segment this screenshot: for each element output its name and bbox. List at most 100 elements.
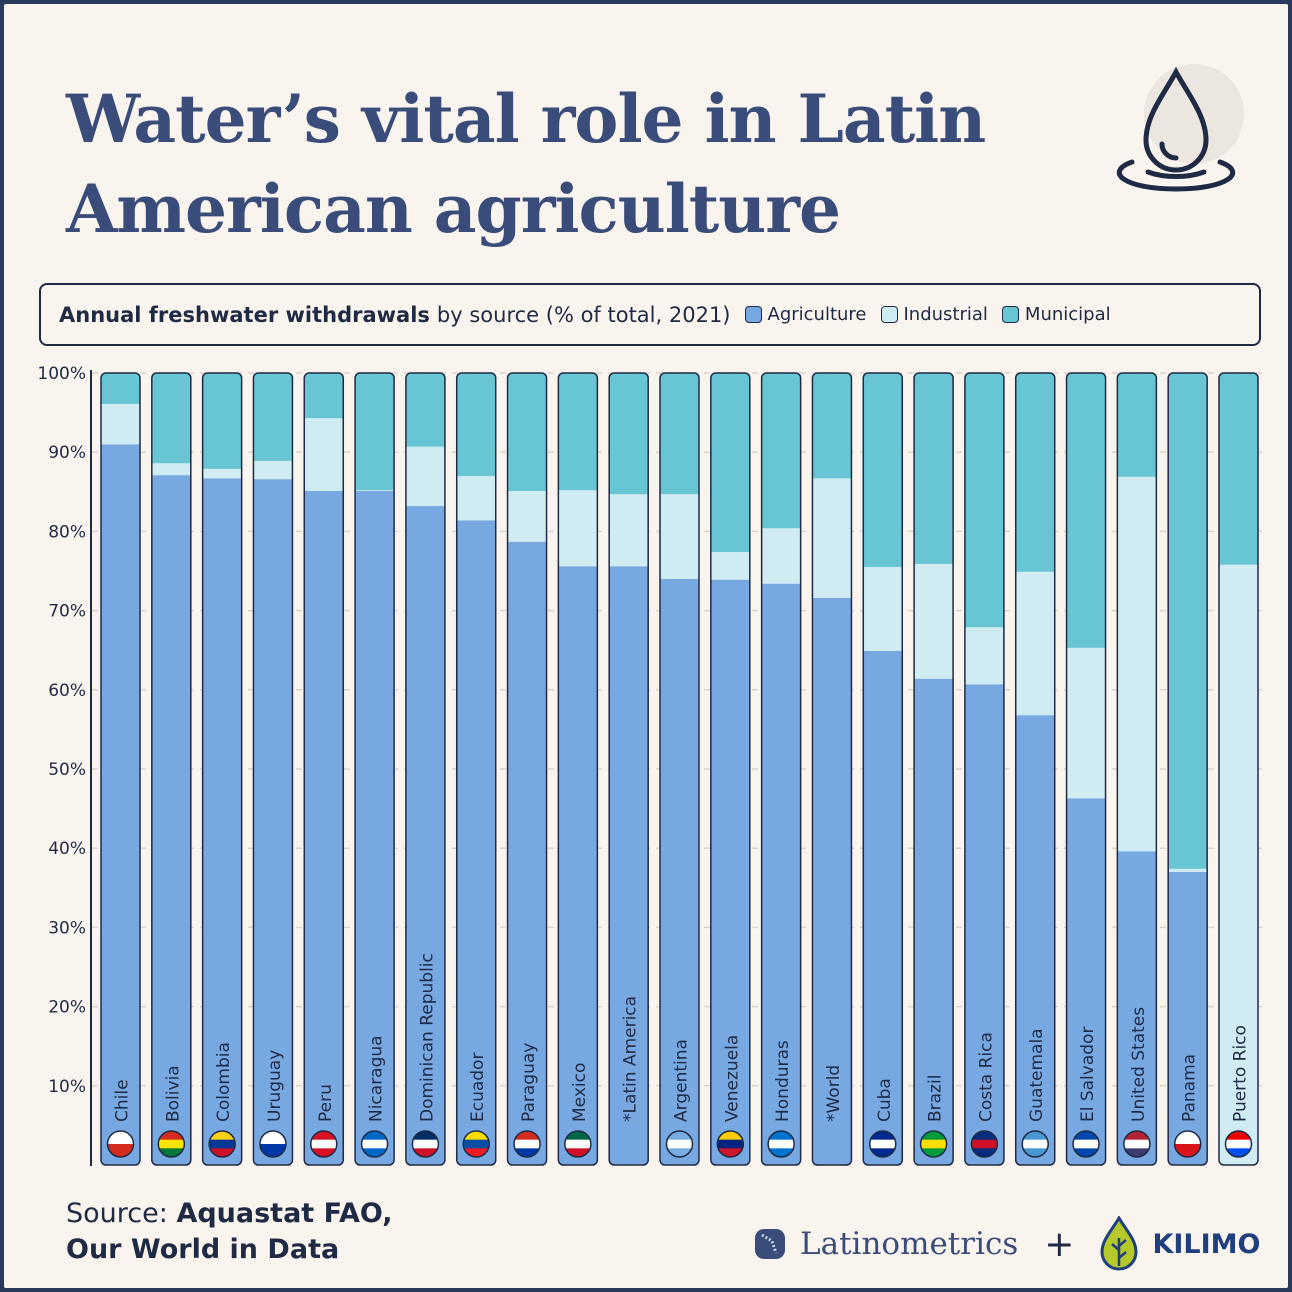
y-tick-label: 50% — [48, 760, 86, 780]
bar-segment-agriculture — [304, 491, 344, 1165]
bar-segment-industrial — [660, 494, 699, 579]
bar-outline — [354, 372, 395, 1166]
category-label: Panama — [1180, 1054, 1200, 1122]
bar-segment-agriculture — [1117, 851, 1157, 1165]
bar-segment-industrial — [405, 446, 445, 507]
bar-segment-agriculture — [405, 506, 445, 1165]
legend-item-agriculture: Agriculture — [744, 304, 867, 325]
kilimo-logo-icon — [1100, 1216, 1138, 1271]
bar-segment-municipal — [405, 373, 445, 447]
category-label: Guatemala — [1027, 1028, 1047, 1122]
bar-segment-municipal — [609, 373, 649, 495]
bar-outline — [862, 372, 904, 1166]
category-label: Paraguay — [519, 1043, 539, 1122]
legend-title-bold: Annual freshwater withdrawals — [59, 302, 430, 327]
bar-outline — [913, 372, 954, 1166]
bar-segment-industrial — [1066, 647, 1106, 799]
flag-icon — [1123, 1131, 1150, 1157]
source-note: Source: Aquastat FAO, Our World in Data — [66, 1196, 392, 1268]
bar-segment-agriculture — [202, 478, 242, 1165]
category-label: Nicaragua — [367, 1035, 387, 1122]
bar-nicaragua: Nicaragua — [354, 372, 395, 1166]
flag-icon — [412, 1131, 439, 1157]
bar-segment-municipal — [914, 373, 954, 564]
bar-el-salvador: El Salvador — [1065, 372, 1107, 1166]
bar-outline — [151, 372, 192, 1166]
category-label: Puerto Rico — [1231, 1025, 1251, 1122]
y-tick-label: 30% — [48, 918, 86, 938]
category-label: Ecuador — [468, 1053, 488, 1122]
bar-segment-municipal — [863, 373, 903, 568]
bar-outline — [303, 372, 345, 1166]
bar-segment-agriculture — [1015, 715, 1055, 1165]
bar-segment-industrial — [456, 475, 496, 521]
bar-outline — [1218, 372, 1259, 1166]
flag-icon — [920, 1131, 947, 1157]
bar-segment-municipal — [456, 373, 496, 476]
legend-item-municipal: Municipal — [1001, 304, 1111, 325]
category-label: *Latin America — [621, 996, 641, 1122]
bar-segment-agriculture — [558, 566, 598, 1165]
bar-panama: Panama — [1167, 372, 1208, 1166]
bar-segment-industrial — [253, 460, 293, 480]
y-tick-label: 20% — [48, 998, 86, 1018]
bar-dominican-republic: Dominican Republic — [405, 372, 446, 1166]
category-label: Honduras — [773, 1040, 793, 1122]
bar-segment-agriculture — [863, 650, 903, 1165]
bar-segment-agriculture — [761, 583, 801, 1165]
source-label: Source: — [66, 1198, 168, 1229]
bar-outline — [760, 372, 802, 1166]
bar-segment-agriculture — [151, 475, 191, 1165]
category-label: Bolivia — [163, 1065, 183, 1122]
category-label: *World — [824, 1065, 844, 1122]
water-drop-icon — [1116, 64, 1244, 192]
category-label: Chile — [113, 1079, 133, 1122]
bar-segment-municipal — [558, 373, 598, 491]
legend-label: Municipal — [1024, 304, 1111, 325]
bar-mexico: Mexico — [557, 372, 599, 1166]
bar-segment-industrial — [507, 491, 547, 542]
bar-segment-municipal — [1117, 373, 1157, 477]
bar-segment-municipal — [202, 373, 242, 469]
y-tick-label: 80% — [48, 522, 86, 542]
flag-icon — [971, 1131, 998, 1157]
bar-segment-industrial — [1015, 571, 1055, 716]
bar-segment-municipal — [253, 373, 293, 461]
page-title: Water’s vital role in Latin American agr… — [66, 80, 986, 248]
bar-segment-municipal — [1015, 373, 1055, 572]
bar-segment-municipal — [812, 373, 852, 479]
y-tick-label: 40% — [48, 839, 86, 859]
bar-segment-agriculture — [253, 479, 293, 1165]
bar-outline — [1014, 372, 1056, 1166]
bar-outline — [201, 372, 243, 1166]
bar-outline — [100, 372, 141, 1166]
bar-segment-industrial — [710, 551, 750, 580]
bar--world: *World — [811, 372, 853, 1166]
legend-label: Agriculture — [767, 304, 867, 325]
category-label: Venezuela — [722, 1035, 742, 1122]
bar-colombia: Colombia — [201, 372, 243, 1166]
y-tick-label: 10% — [48, 1077, 86, 1097]
bar-chile: Chile — [100, 372, 141, 1166]
flag-icon — [1022, 1131, 1049, 1157]
legend-item-industrial: Industrial — [880, 304, 988, 325]
category-label: United States — [1129, 1007, 1149, 1122]
bar-segment-industrial — [964, 627, 1004, 685]
bar-segment-agriculture — [507, 541, 547, 1165]
legend-label: Industrial — [903, 304, 988, 325]
bar-outline — [1116, 372, 1158, 1166]
flag-icon — [564, 1131, 591, 1157]
chart-legend: Annual freshwater withdrawals by source … — [39, 283, 1261, 346]
latinometrics-logo: Latinometrics — [800, 1226, 1019, 1262]
kilimo-logo: KILIMO — [1152, 1228, 1261, 1260]
bar-venezuela: Venezuela — [710, 372, 751, 1166]
bar-segment-industrial — [761, 528, 801, 584]
bar-united-states: United States — [1116, 372, 1158, 1166]
category-label: Argentina — [672, 1039, 692, 1122]
y-tick-label: 100% — [37, 364, 86, 384]
bar-segment-agriculture — [812, 597, 852, 1165]
flag-icon — [259, 1131, 286, 1157]
bar-peru: Peru — [303, 372, 345, 1166]
flag-icon — [1073, 1131, 1100, 1157]
flag-icon — [209, 1131, 236, 1157]
